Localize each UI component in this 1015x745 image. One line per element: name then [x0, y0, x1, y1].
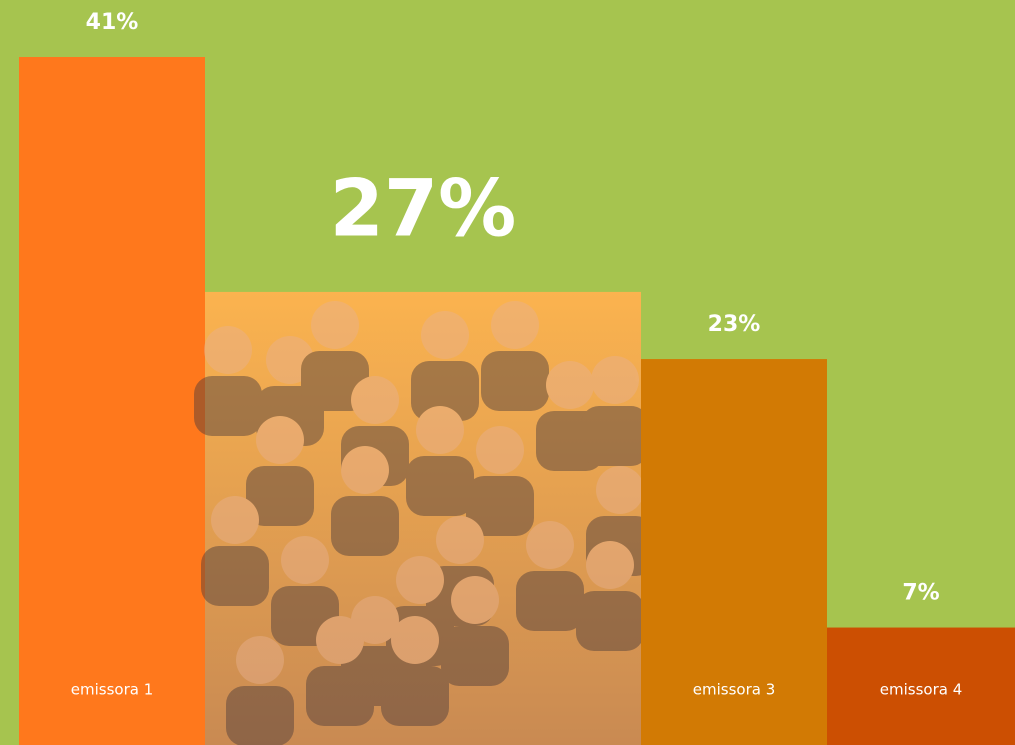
- photo-face: [586, 541, 634, 589]
- photo-face: [436, 516, 484, 564]
- bar: [19, 57, 205, 745]
- photo-face: [476, 426, 524, 474]
- photo-face: [311, 301, 359, 349]
- photo-face: [281, 536, 329, 584]
- photo-face: [316, 616, 364, 664]
- photo-body: [516, 571, 584, 631]
- photo-face: [591, 356, 639, 404]
- value-label: 23%: [708, 312, 761, 337]
- photo-body: [201, 546, 269, 606]
- photo-body: [576, 591, 644, 651]
- photo-body: [306, 666, 374, 726]
- value-label: 41%: [86, 10, 139, 35]
- photo-face: [526, 521, 574, 569]
- photo-body: [194, 376, 262, 436]
- photo-face: [236, 636, 284, 684]
- photo-face: [351, 376, 399, 424]
- photo-body: [406, 456, 474, 516]
- photo-body: [481, 351, 549, 411]
- photo-face: [391, 616, 439, 664]
- category-label: emissora 3: [693, 681, 776, 699]
- photo-body: [581, 406, 649, 466]
- photo-face: [596, 466, 644, 514]
- photo-face: [341, 446, 389, 494]
- category-label: emissora 4: [880, 681, 963, 699]
- photo-face: [204, 326, 252, 374]
- chart: 41% emissora 1 27% 23% emissora 3 7% emissora …: [0, 0, 1015, 745]
- photo-face: [421, 311, 469, 359]
- photo-face: [451, 576, 499, 624]
- category-label: emissora 1: [71, 681, 154, 699]
- photo-body: [441, 626, 509, 686]
- value-label: 27%: [330, 164, 517, 254]
- value-label: 7%: [902, 581, 939, 606]
- photo-body: [226, 686, 294, 745]
- photo-face: [546, 361, 594, 409]
- photo-body: [331, 496, 399, 556]
- photo-face: [211, 496, 259, 544]
- photo-face: [396, 556, 444, 604]
- photo-face: [416, 406, 464, 454]
- photo-body: [381, 666, 449, 726]
- photo-face: [491, 301, 539, 349]
- photo-face: [256, 416, 304, 464]
